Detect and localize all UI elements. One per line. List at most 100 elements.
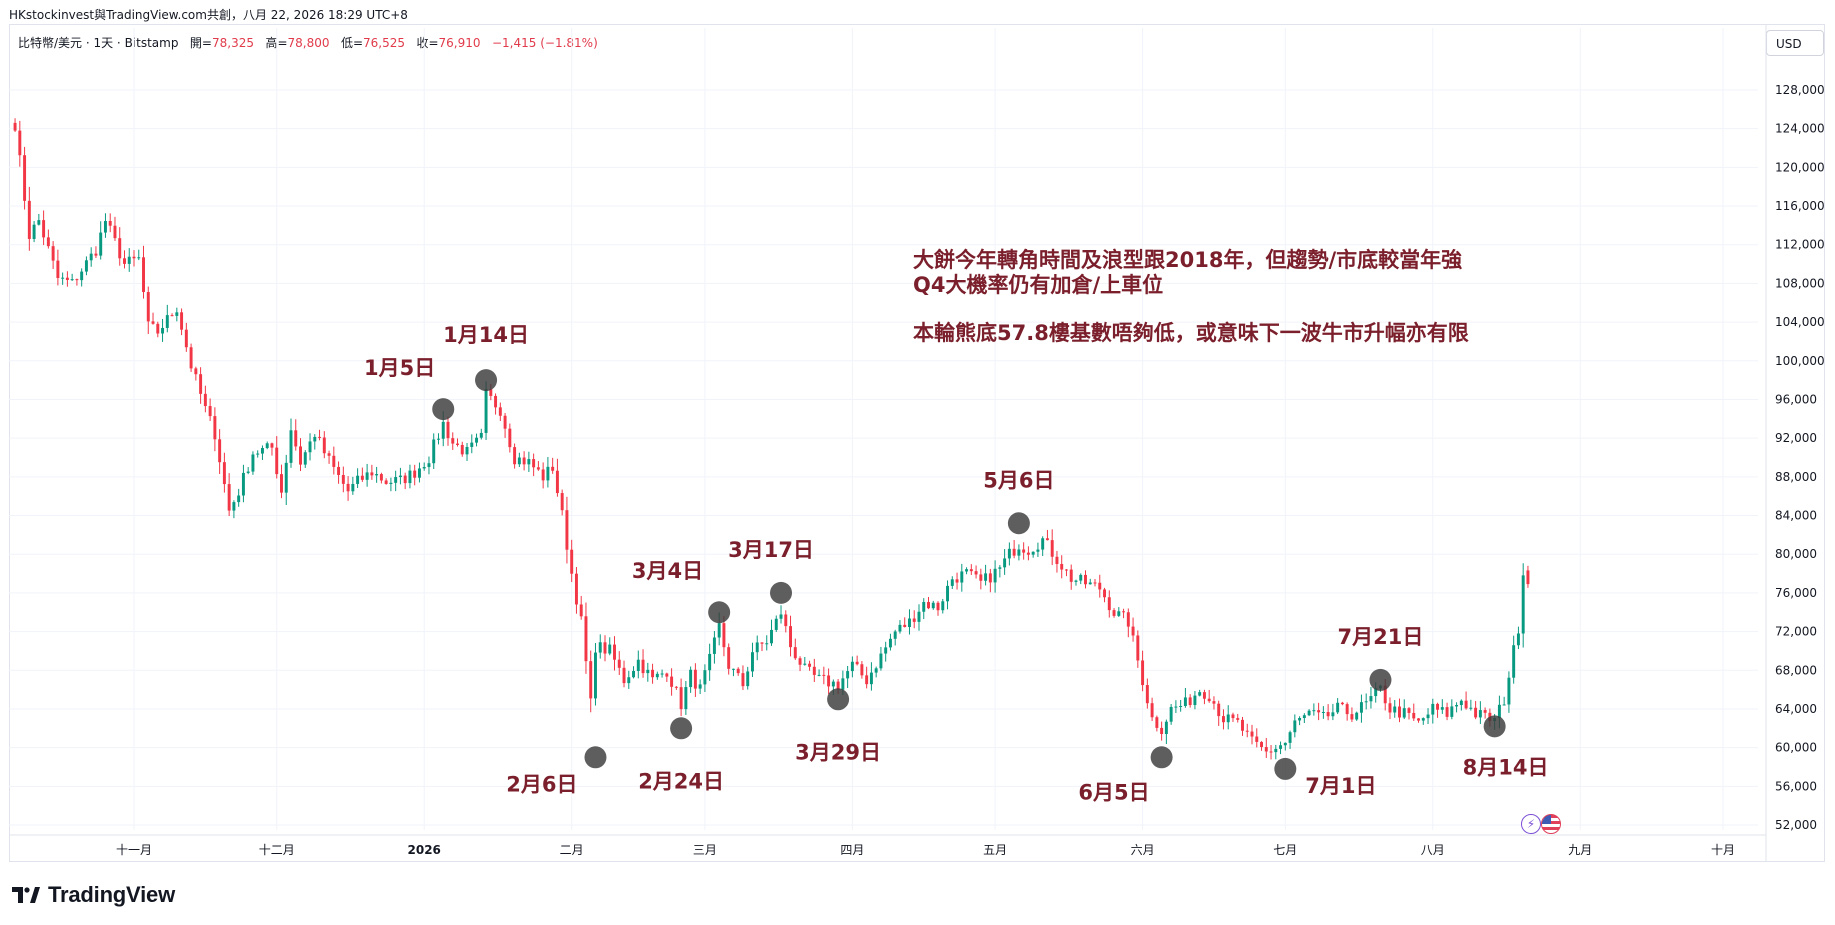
low-label: 低= — [340, 36, 364, 50]
candle-body — [684, 687, 688, 710]
candle-body — [470, 442, 474, 447]
candle-body — [1469, 707, 1473, 709]
x-tick-label: 五月 — [983, 843, 1007, 857]
candle-body — [846, 671, 850, 679]
candle-body — [303, 452, 307, 465]
candle-body — [931, 602, 935, 609]
candle-body — [784, 614, 788, 627]
candle-body — [1041, 538, 1045, 550]
event-marker[interactable] — [1274, 757, 1297, 780]
candle-body — [608, 644, 612, 654]
candle-body — [817, 674, 821, 676]
candle-body — [517, 457, 521, 465]
candle-body — [1236, 718, 1240, 720]
candle-body — [703, 670, 707, 685]
event-marker[interactable] — [584, 746, 607, 769]
candle-body — [489, 389, 493, 396]
candle-body — [318, 436, 322, 438]
y-tick-label: 124,000 — [1775, 122, 1825, 136]
candle-body — [665, 673, 669, 677]
candle-body — [265, 443, 269, 449]
candle-body — [1326, 712, 1330, 717]
y-tick-label: 104,000 — [1775, 315, 1825, 329]
event-marker[interactable] — [670, 717, 693, 740]
x-tick-label: 十二月 — [259, 843, 295, 857]
candle-body — [808, 663, 812, 667]
low-value: 76,525 — [363, 36, 406, 50]
candle-body — [513, 447, 517, 465]
candle-body — [384, 480, 388, 484]
candle-body — [855, 661, 859, 665]
y-tick-label: 52,000 — [1775, 818, 1817, 832]
candle-body — [598, 642, 602, 653]
candle-body — [289, 430, 293, 463]
lightning-icon[interactable]: ⚡ — [1521, 814, 1541, 834]
candle-body — [118, 238, 122, 259]
event-marker[interactable] — [827, 688, 850, 711]
currency-button[interactable]: USD — [1766, 30, 1824, 56]
candle-body — [227, 484, 231, 511]
candle-body — [61, 277, 65, 279]
candle-body — [741, 673, 745, 687]
candle-body — [151, 321, 155, 324]
candle-body — [1050, 540, 1054, 557]
us-flag-icon[interactable] — [1541, 814, 1561, 834]
open-value: 78,325 — [211, 36, 254, 50]
event-marker[interactable] — [708, 601, 731, 624]
candle-body — [965, 569, 969, 572]
event-marker[interactable] — [770, 581, 793, 604]
candle-body — [1298, 717, 1302, 721]
tradingview-logo[interactable]: TradingView — [12, 882, 175, 908]
event-label: 5月6日 — [983, 468, 1054, 492]
candle-body — [1512, 645, 1516, 678]
candle-body — [132, 256, 136, 259]
candle-body — [375, 474, 379, 476]
candle-body — [527, 459, 531, 465]
candle-body — [1088, 582, 1092, 585]
x-tick-label: 六月 — [1131, 843, 1155, 857]
candle-body — [346, 483, 350, 492]
tradingview-logo-text: TradingView — [48, 882, 175, 907]
event-label: 3月29日 — [795, 740, 881, 764]
candle-body — [180, 312, 184, 330]
candle-body — [822, 674, 826, 676]
candle-body — [836, 681, 840, 690]
candle-body — [398, 475, 402, 478]
candle-body — [1355, 712, 1359, 720]
candle-body — [1069, 569, 1073, 582]
symbol-title[interactable]: 比特幣/美元 · 1天 · Bitstamp — [18, 36, 179, 50]
candle-body — [912, 618, 916, 622]
candle-body — [717, 623, 721, 638]
candle-body — [103, 220, 107, 233]
candle-body — [70, 279, 74, 281]
y-tick-label: 56,000 — [1775, 779, 1817, 793]
x-tick-label: 八月 — [1421, 843, 1445, 857]
candle-body — [693, 669, 697, 689]
candle-body — [1321, 712, 1325, 714]
candle-body — [1155, 717, 1159, 728]
candle-body — [727, 647, 731, 669]
candle-body — [879, 653, 883, 669]
event-label: 7月1日 — [1305, 774, 1376, 798]
candle-body — [850, 661, 854, 672]
candle-body — [1526, 570, 1530, 585]
event-marker[interactable] — [1483, 715, 1506, 738]
candle-body — [1217, 703, 1221, 717]
event-label: 6月5日 — [1078, 780, 1149, 804]
event-marker[interactable] — [1369, 668, 1392, 691]
candle-body — [1483, 710, 1487, 713]
event-marker[interactable] — [432, 398, 455, 421]
candle-body — [94, 253, 98, 256]
event-marker[interactable] — [475, 369, 498, 392]
candle-body — [1079, 574, 1083, 581]
candle-body — [993, 568, 997, 583]
event-marker[interactable] — [1150, 746, 1173, 769]
y-tick-label: 116,000 — [1775, 199, 1825, 213]
candle-body — [646, 669, 650, 674]
candle-body — [394, 477, 398, 483]
candle-body — [679, 687, 683, 710]
candle-body — [270, 443, 274, 448]
event-marker[interactable] — [1007, 512, 1030, 535]
x-tick-label: 七月 — [1273, 843, 1297, 857]
